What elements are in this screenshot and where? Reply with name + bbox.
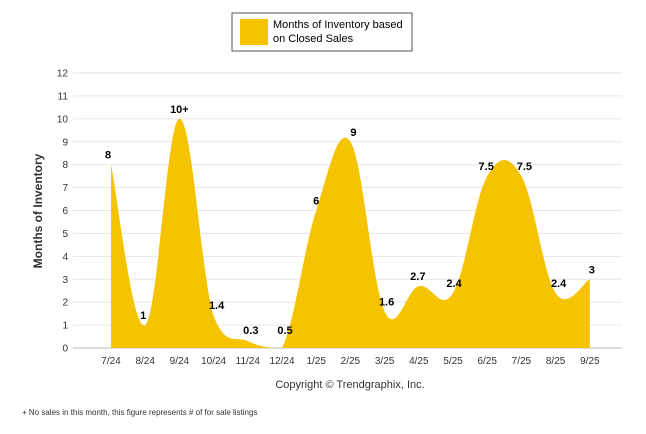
data-label: 2.4: [551, 278, 567, 290]
x-tick-label: 11/24: [236, 356, 261, 367]
data-label: 8: [105, 150, 111, 162]
y-tick-label: 5: [62, 229, 68, 240]
data-label: 0.5: [277, 325, 292, 337]
data-labels: 8 1 10+ 1.4 0.3 0.5 6 9 1.6 2.7 2.4 7.5 7.5 2.4 3: [105, 104, 595, 337]
x-tick-label: 5/25: [443, 356, 463, 367]
y-tick-label: 12: [57, 69, 69, 80]
y-tick-label: 4: [62, 252, 68, 263]
y-tick-label: 8: [62, 160, 68, 171]
x-tick-label: 4/25: [409, 356, 429, 367]
x-tick-label: 9/24: [170, 356, 190, 367]
data-label: 10+: [170, 104, 189, 116]
y-tick-label: 9: [62, 137, 68, 148]
area-series: [111, 118, 590, 348]
legend-label-line1: Months of Inventory based: [273, 19, 403, 31]
y-tick-label: 2: [62, 298, 68, 309]
x-axis-ticks: 7/24 8/24 9/24 10/24 11/24 12/24 1/25 2/25 3/25 4…: [101, 356, 600, 367]
x-tick-label: 2/25: [341, 356, 361, 367]
y-tick-label: 1: [62, 321, 68, 332]
x-tick-label: 7/25: [512, 356, 532, 367]
x-tick-label: 9/25: [580, 356, 600, 367]
x-tick-label: 3/25: [375, 356, 395, 367]
data-label: 6: [313, 196, 319, 208]
data-label: 1: [140, 310, 146, 322]
y-tick-label: 6: [62, 206, 68, 217]
data-label: 1.6: [379, 296, 394, 308]
x-tick-label: 10/24: [201, 356, 226, 367]
data-label: 9: [350, 127, 356, 139]
legend-label-line2: on Closed Sales: [273, 33, 354, 45]
y-tick-label: 0: [62, 344, 68, 355]
x-tick-label: 12/24: [269, 356, 294, 367]
data-label: 7.5: [479, 161, 494, 173]
data-label: 7.5: [517, 161, 532, 173]
x-tick-label: 8/25: [546, 356, 566, 367]
data-label: 0.3: [243, 325, 258, 337]
data-label: 3: [589, 264, 595, 276]
legend-swatch: [240, 19, 268, 45]
series-area: [110, 118, 590, 349]
legend: Months of Inventory based on Closed Sale…: [231, 12, 413, 52]
x-tick-label: 1/25: [306, 356, 326, 367]
x-tick-label: 7/24: [101, 356, 121, 367]
x-tick-label: 6/25: [477, 356, 497, 367]
y-tick-label: 7: [62, 183, 68, 194]
data-label: 1.4: [209, 300, 225, 312]
x-tick-label: 8/24: [135, 356, 155, 367]
y-tick-label: 10: [57, 114, 69, 125]
y-axis-label: Months of Inventory: [31, 153, 45, 268]
data-label: 2.4: [446, 278, 462, 290]
y-tick-label: 11: [58, 91, 69, 102]
copyright-text: Copyright © Trendgraphix, Inc.: [275, 379, 424, 391]
data-label: 2.7: [410, 271, 425, 283]
y-tick-label: 3: [62, 275, 68, 286]
footnote: + No sales in this month, this figure re…: [22, 408, 257, 417]
